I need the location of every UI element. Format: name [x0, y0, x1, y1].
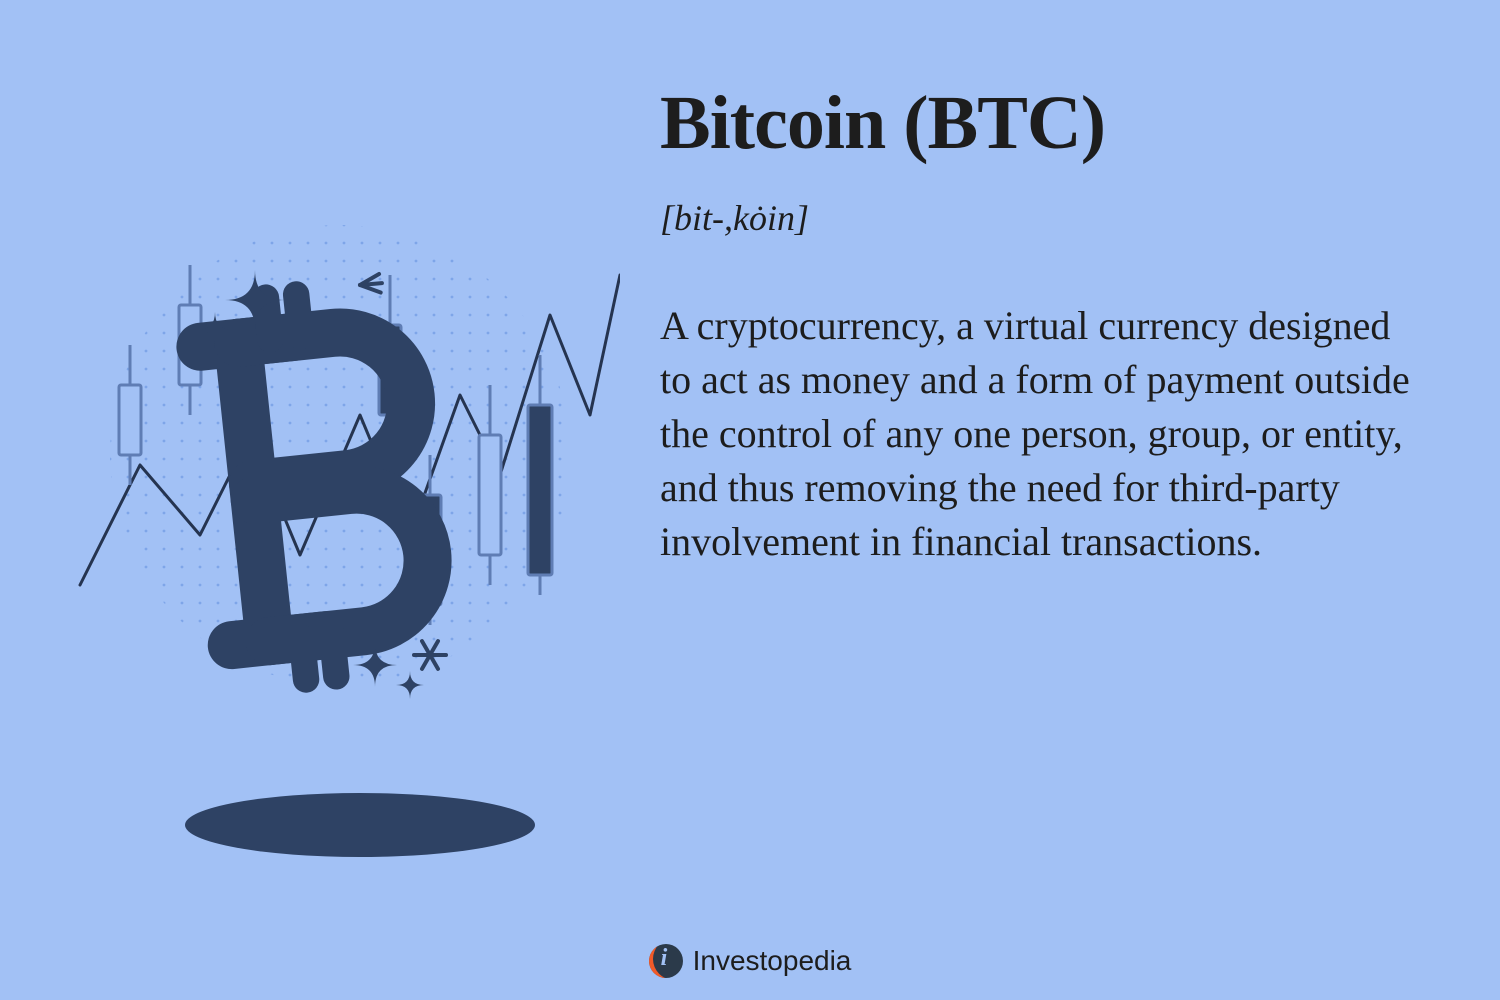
illustration-column: [60, 60, 620, 970]
brand-attribution: Investopedia: [0, 944, 1500, 978]
definition-card: Bitcoin (BTC) [bit-,kȯin] A cryptocurren…: [0, 0, 1500, 1000]
definition-text: A cryptocurrency, a virtual currency des…: [660, 299, 1420, 569]
brand-name: Investopedia: [693, 945, 852, 977]
bitcoin-illustration: [60, 155, 620, 875]
pronunciation: [bit-,kȯin]: [660, 197, 1420, 239]
investopedia-logo-icon: [649, 944, 683, 978]
term-title: Bitcoin (BTC): [660, 80, 1420, 167]
text-column: Bitcoin (BTC) [bit-,kȯin] A cryptocurren…: [620, 60, 1420, 970]
